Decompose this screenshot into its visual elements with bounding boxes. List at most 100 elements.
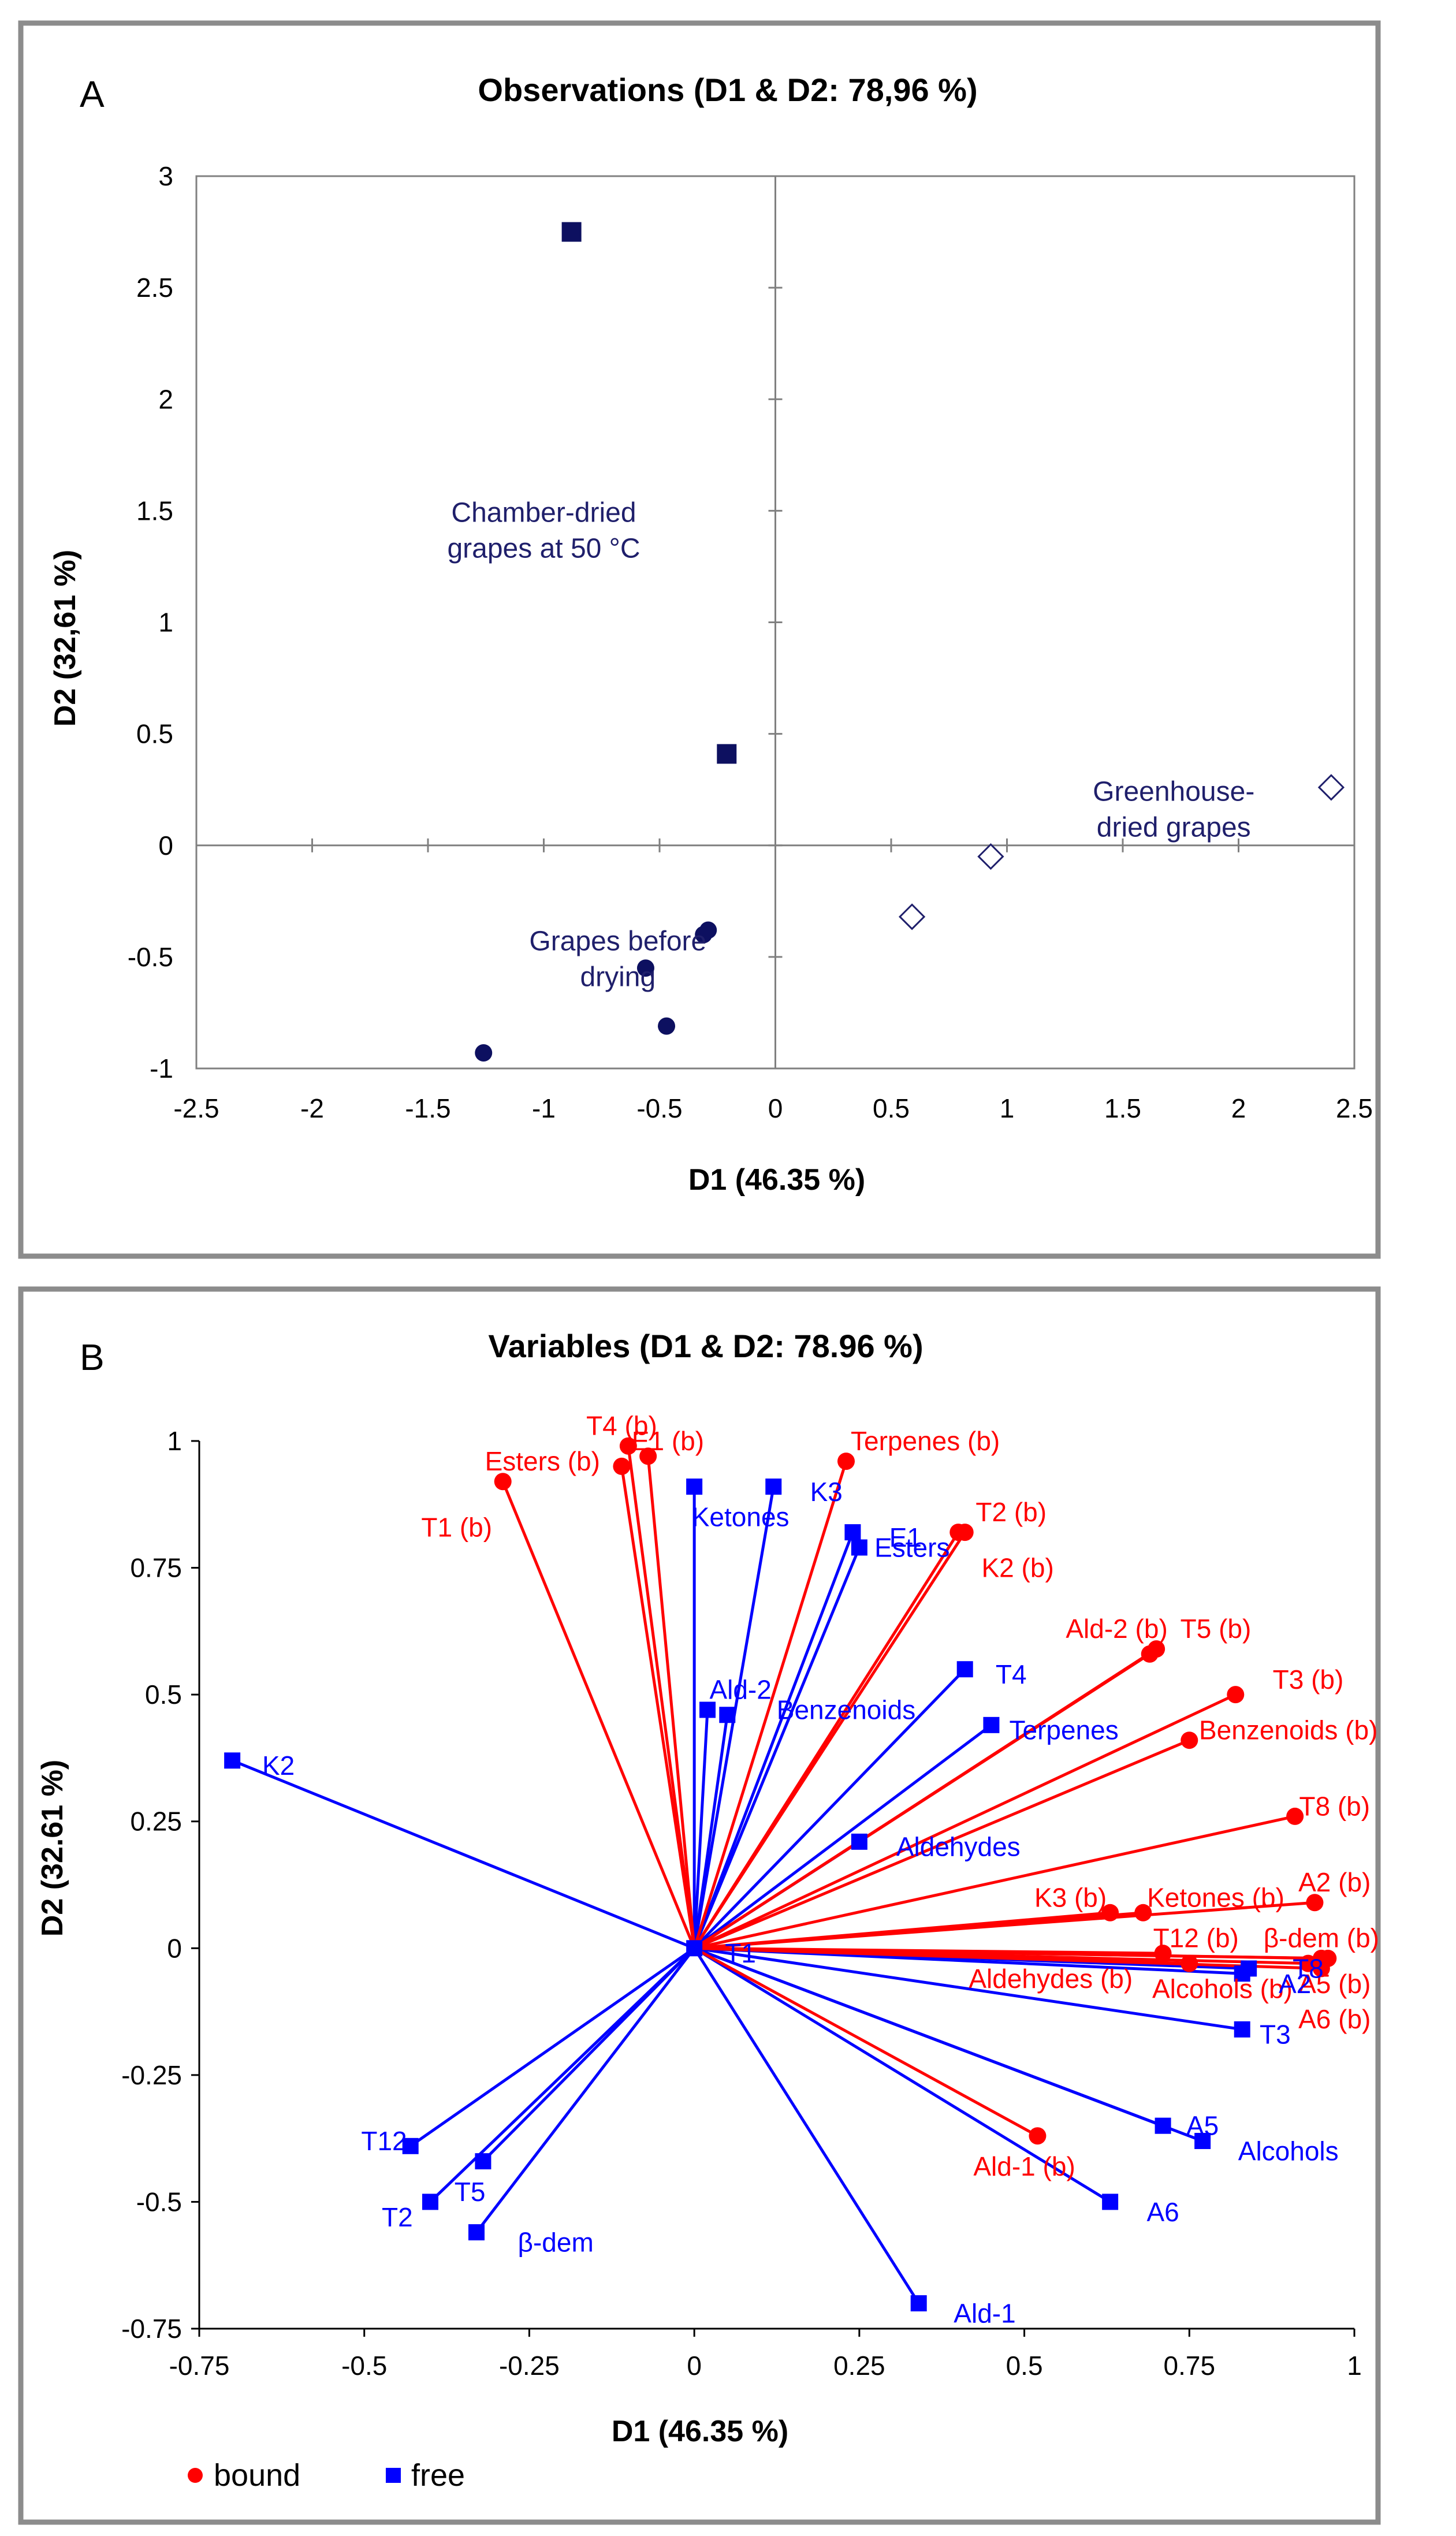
panel-b-label-free: Esters [874,1532,949,1562]
panel-b-point-bound [1299,1954,1317,1972]
panel-b-label-free: T1 [725,1938,756,1968]
panel-a-x-tick-label: 0.5 [873,1093,910,1123]
panel-b-label-free: Terpenes [1010,1715,1119,1745]
panel-a-y-axis-title: D2 (32,61 %) [49,550,82,727]
panel-b-label-free: K3 [810,1477,843,1507]
panel-b-point-bound [1029,2127,1047,2145]
panel-a-annotation-line: Greenhouse- [1093,777,1254,807]
panel-a-y-tick-label: 0.5 [136,719,173,749]
panel-a-x-tick-label: -2.5 [173,1093,219,1123]
panel-a-x-tick-label: -1.5 [405,1093,450,1123]
panel-b-x-tick-label: 0.5 [1006,2351,1043,2381]
panel-b-label-free: Benzenoids [777,1695,915,1725]
panel-b-vector-bound [627,1446,696,1949]
panel-b-y-tick-label: 0.5 [145,1680,182,1710]
panel-b-vector-free [692,1532,854,1949]
panel-b-label-free: T8 [1293,1953,1324,1983]
panel-b-label-bound: Aldehydes (b) [969,1964,1133,1994]
panel-b-point-free [719,1707,736,1723]
panel-a-x-axis-title: D1 (46.35 %) [688,1163,865,1197]
panel-a-letter: A [80,73,105,115]
panel-b-title: Variables (D1 & D2: 78.96 %) [488,1328,923,1364]
panel-a-x-tick-label: 1.5 [1104,1093,1141,1123]
panel-b-point-free [1234,2021,1250,2038]
panel-a-point-before-drying [475,1044,493,1062]
panel-b-x-tick-label: -0.5 [341,2351,387,2381]
panel-b-label-free: A6 [1146,2197,1179,2227]
panel-b-y-tick-label: 0 [167,1933,182,1963]
panel-b-point-bound [1134,1904,1152,1921]
panel-b-vector-free [693,1947,920,2304]
panel-b-label-free: T5 [455,2177,486,2207]
panel-b-vector-free [694,1946,1204,2143]
panel-b-label-free: Ketones [692,1502,790,1532]
panel-b-point-bound [1306,1894,1324,1912]
panel-b-y-tick-label: -0.25 [121,2060,182,2090]
legend-bound-marker [188,2468,203,2483]
panel-a-title: Observations (D1 & D2: 78,96 %) [478,72,977,108]
panel-b-point-free [686,1940,703,1957]
panel-a-point-before-drying [636,959,654,977]
panel-b-y-tick-label: 0.25 [130,1807,182,1837]
panel-b-label-free: β-dem [518,2228,594,2258]
panel-a-y-tick-label: 1.5 [136,496,173,526]
panel-b-point-free [686,1479,703,1495]
panel-b-point-bound [619,1437,637,1455]
panel-b-x-tick-label: 0 [687,2351,702,2381]
panel-b-x-tick-label: -0.75 [169,2351,230,2381]
panel-b-label-bound: A6 (b) [1298,2004,1371,2034]
panel-a-x-tick-label: -2 [300,1093,324,1123]
panel-b-point-free [851,1833,867,1850]
panel-b-vector-bound [693,1531,966,1949]
panel-a-annotation: Chamber-dried grapes at 50 °C [447,498,640,564]
panel-b-vector-free [475,1947,696,2233]
panel-b-label-bound: Alcohols (b) [1152,1974,1293,2004]
panel-b-vector-bound [620,1466,696,1949]
panel-b-label-bound: E1 (b) [632,1426,704,1456]
panel-a-annotation: Grapes before drying [529,926,706,992]
panel-a-annotation-line: dried grapes [1097,813,1251,843]
panel-b-point-bound [1319,1949,1337,1967]
panel-b-point-free [1234,1965,1250,1982]
panel-b-point-free [475,2153,491,2170]
panel-b-label-bound: T4 (b) [586,1411,657,1441]
panel-b-point-bound [1181,1954,1198,1972]
panel-b-label-bound: Terpenes (b) [851,1426,1000,1456]
panel-a-point-before-drying [699,921,717,939]
panel-a-y-tick-label: 3 [158,161,173,191]
panel-b-point-bound [639,1447,657,1465]
panel-b-point-free [910,2295,927,2312]
panel-a-frame [18,20,1381,1259]
panel-a-x-tick-label: 2.5 [1336,1093,1373,1123]
panel-b-vector-bound [646,1456,696,1949]
panel-b-vector-free [409,1947,695,2147]
panel-a-annotation-line: Grapes before [529,926,706,956]
panel-a-y-tick-label: 1 [158,608,173,638]
panel-b-point-free [468,2224,485,2241]
panel-b-plot: -0.75 -0.5 -0.25 0 0.25 0.5 0.75 1 -0.75 -0.5 -0.2… [121,1411,1379,2381]
panel-b-vector-bound [694,1946,1309,1965]
panel-b-vector-bound [693,1647,1157,1950]
panel-b-point-free [844,1524,861,1541]
panel-b-label-free: A2 [1279,1969,1311,1999]
panel-a-point-greenhouse-dried [898,903,926,930]
panel-b-point-bound [1148,1640,1165,1658]
panel-b-point-free [699,1701,716,1718]
panel-b-point-free [983,1716,1000,1733]
panel-b-vector-free [429,1947,695,2203]
panel-b-x-tick-label: 1 [1347,2351,1362,2381]
panel-b-point-bound [1227,1686,1245,1704]
panel-b-label-free: T3 [1260,2020,1291,2050]
panel-a-point-chamber-dried [561,222,582,242]
panel-b-label-bound: T12 (b) [1153,1923,1239,1953]
panel-b-x-tick-label: 0.75 [1164,2351,1216,2381]
panel-b-x-axis-title: D1 (46.35 %) [612,2415,788,2448]
panel-b-label-bound: T2 (b) [975,1497,1047,1527]
panel-a-point-before-drying [658,1017,676,1035]
panel-b-label-free: Ald-2 [709,1674,771,1704]
panel-b-y-axis-title: D2 (32.61 %) [36,1760,69,1937]
panel-b-point-bound [494,1473,512,1491]
panel-b-label-bound: K2 (b) [982,1553,1054,1583]
panel-b-label-free: T2 [382,2202,413,2232]
panel-a-y-tick-label: -1 [150,1053,173,1083]
